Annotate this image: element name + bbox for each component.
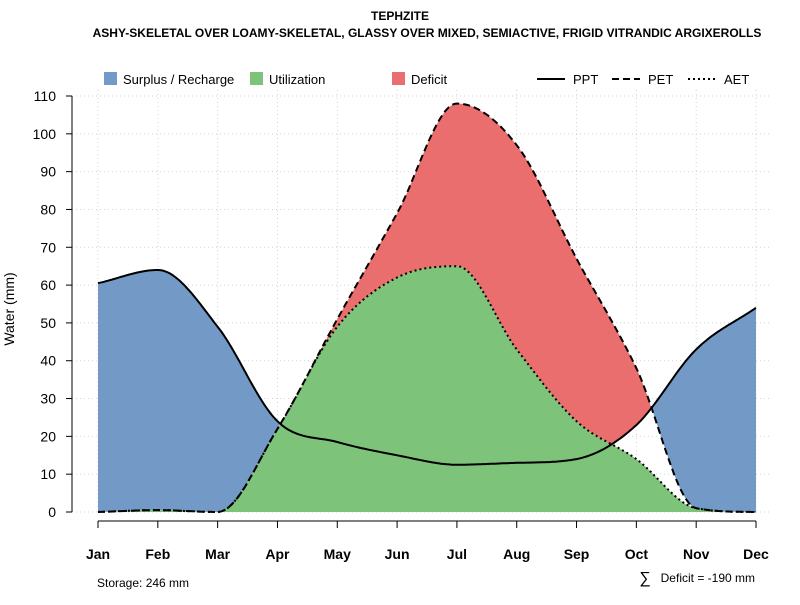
legend-label-ppt: PPT xyxy=(573,72,598,87)
y-tick-label: 90 xyxy=(40,164,56,180)
x-tick-label-nov: Nov xyxy=(683,546,710,562)
x-tick-label-apr: Apr xyxy=(265,546,290,562)
legend-label-pet: PET xyxy=(648,72,673,87)
deficit-area xyxy=(281,103,651,444)
legend-label-1: Utilization xyxy=(269,72,325,87)
storage-annotation: Storage: 246 mm xyxy=(97,576,189,590)
x-tick-label-dec: Dec xyxy=(743,546,769,562)
y-tick-label: 50 xyxy=(40,315,56,331)
y-axis-label: Water (mm) xyxy=(1,272,17,345)
x-tick-label-may: May xyxy=(324,546,351,562)
axes: 0 10 20 30 40 50 60 70 80 90 100 110 Jan Feb Mar Apr May… xyxy=(33,88,769,562)
chart-subtitle: ASHY-SKELETAL OVER LOAMY-SKELETAL, GLASS… xyxy=(93,26,762,40)
legend-label-0: Surplus / Recharge xyxy=(123,72,234,87)
sum-symbol: ∑ xyxy=(639,570,650,587)
chart-title: TEPHZITE xyxy=(371,9,429,23)
x-tick-label-jun: Jun xyxy=(385,546,410,562)
y-tick-label: 100 xyxy=(33,126,57,142)
series-line-aet xyxy=(97,265,756,513)
y-tick-label: 70 xyxy=(40,239,56,255)
legend-label-2: Deficit xyxy=(411,72,448,87)
x-tick-label-aug: Aug xyxy=(503,546,530,562)
y-tick-label: 60 xyxy=(40,277,56,293)
deficit-annotation: Deficit = -190 mm xyxy=(661,571,755,585)
x-tick-label-feb: Feb xyxy=(145,546,170,562)
x-tick-label-jul: Jul xyxy=(447,546,467,562)
y-tick-label: 110 xyxy=(34,88,57,104)
x-tick-label-jan: Jan xyxy=(86,546,110,562)
areas xyxy=(98,103,756,512)
legend-label-aet: AET xyxy=(724,72,749,87)
legend-swatch-1 xyxy=(250,72,263,85)
series-line-pet xyxy=(97,102,756,513)
y-tick-label: 40 xyxy=(40,353,56,369)
series-line-ppt xyxy=(97,269,757,466)
legend: Surplus / Recharge Utilization Deficit PPT P… xyxy=(104,72,749,87)
y-tick-label: 30 xyxy=(40,391,56,407)
x-tick-label-mar: Mar xyxy=(205,546,230,562)
y-tick-label: 10 xyxy=(40,466,56,482)
y-tick-label: 0 xyxy=(48,504,56,520)
y-tick-label: 20 xyxy=(40,428,56,444)
series-lines xyxy=(97,102,757,513)
legend-swatch-2 xyxy=(392,72,405,85)
x-tick-label-oct: Oct xyxy=(625,546,649,562)
x-tick-label-sep: Sep xyxy=(564,546,590,562)
utilization-area xyxy=(219,266,755,512)
surplus-recharge-area xyxy=(98,270,280,512)
surplus-recharge-area xyxy=(652,307,756,512)
legend-swatch-0 xyxy=(104,72,117,85)
y-tick-label: 80 xyxy=(40,201,56,217)
